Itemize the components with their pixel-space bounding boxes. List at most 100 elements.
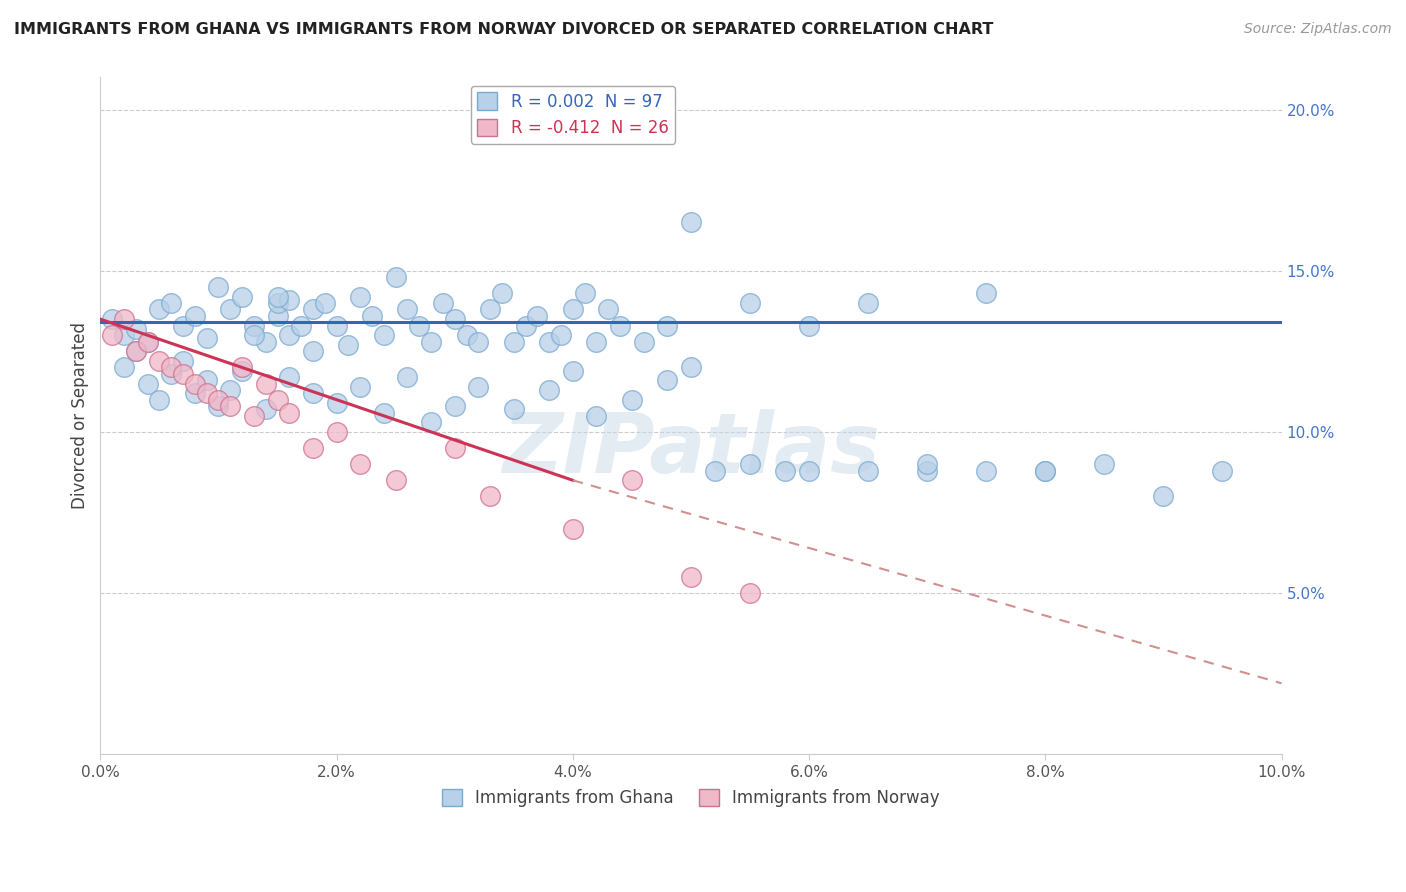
Point (266, 309, 288, 323)
Point (112, 328, 135, 343)
Point (456, 328, 478, 343)
Point (125, 322, 148, 336)
Point (620, 473, 643, 487)
Point (219, 399, 242, 413)
Point (148, 302, 170, 317)
Point (479, 489, 502, 503)
Point (479, 302, 502, 317)
Point (550, 328, 572, 343)
Point (432, 296, 454, 310)
Point (219, 383, 242, 397)
Point (195, 331, 218, 345)
Point (502, 402, 524, 417)
Point (325, 318, 347, 333)
Point (526, 309, 548, 323)
Point (974, 286, 997, 301)
Point (515, 318, 537, 333)
Point (491, 286, 513, 301)
Point (738, 296, 761, 310)
Point (443, 441, 465, 455)
Point (195, 373, 218, 387)
Point (538, 383, 561, 397)
Point (561, 302, 583, 317)
Point (856, 296, 879, 310)
Point (278, 370, 301, 384)
Point (219, 302, 242, 317)
Point (384, 270, 406, 285)
Point (254, 376, 277, 391)
Point (207, 280, 229, 294)
Point (314, 296, 336, 310)
Point (266, 296, 288, 310)
Point (136, 334, 159, 349)
Point (302, 441, 325, 455)
Point (408, 318, 430, 333)
Point (561, 364, 583, 378)
Point (915, 464, 938, 478)
Point (974, 464, 997, 478)
Point (1033, 464, 1056, 478)
Point (349, 457, 371, 471)
Point (538, 334, 561, 349)
Point (266, 392, 288, 407)
Point (231, 289, 253, 303)
Point (620, 392, 643, 407)
Point (243, 328, 266, 343)
Point (278, 293, 301, 307)
Point (302, 386, 325, 401)
Point (254, 402, 277, 417)
Point (278, 328, 301, 343)
Point (657, 318, 679, 333)
Point (574, 286, 596, 301)
Point (703, 464, 725, 478)
Point (254, 334, 277, 349)
Point (1033, 464, 1056, 478)
Point (136, 334, 159, 349)
Point (172, 354, 194, 368)
Point (302, 302, 325, 317)
Point (148, 354, 170, 368)
Point (443, 399, 465, 413)
Point (373, 406, 395, 420)
Point (243, 318, 266, 333)
Point (561, 522, 583, 536)
Point (361, 309, 384, 323)
Point (797, 464, 820, 478)
Point (1211, 464, 1233, 478)
Point (396, 302, 419, 317)
Point (101, 328, 124, 343)
Point (467, 334, 489, 349)
Point (125, 344, 148, 359)
Point (172, 318, 194, 333)
Point (373, 328, 395, 343)
Point (396, 370, 419, 384)
Point (302, 344, 325, 359)
Point (679, 215, 702, 229)
Point (207, 399, 229, 413)
Point (325, 396, 347, 410)
Text: ZIPatlas: ZIPatlas (502, 409, 880, 491)
Point (136, 376, 159, 391)
Point (231, 360, 253, 375)
Point (195, 386, 218, 401)
Point (231, 364, 253, 378)
Point (337, 338, 360, 352)
Point (1092, 457, 1115, 471)
Point (585, 409, 607, 423)
Y-axis label: Divorced or Separated: Divorced or Separated (72, 322, 89, 509)
Point (657, 373, 679, 387)
Point (160, 296, 183, 310)
Point (172, 367, 194, 381)
Text: Source: ZipAtlas.com: Source: ZipAtlas.com (1244, 22, 1392, 37)
Point (112, 312, 135, 326)
Point (420, 415, 443, 429)
Point (679, 360, 702, 375)
Point (349, 380, 371, 394)
Point (738, 457, 761, 471)
Point (184, 376, 207, 391)
Point (797, 318, 820, 333)
Point (184, 386, 207, 401)
Point (184, 309, 207, 323)
Point (266, 289, 288, 303)
Point (160, 360, 183, 375)
